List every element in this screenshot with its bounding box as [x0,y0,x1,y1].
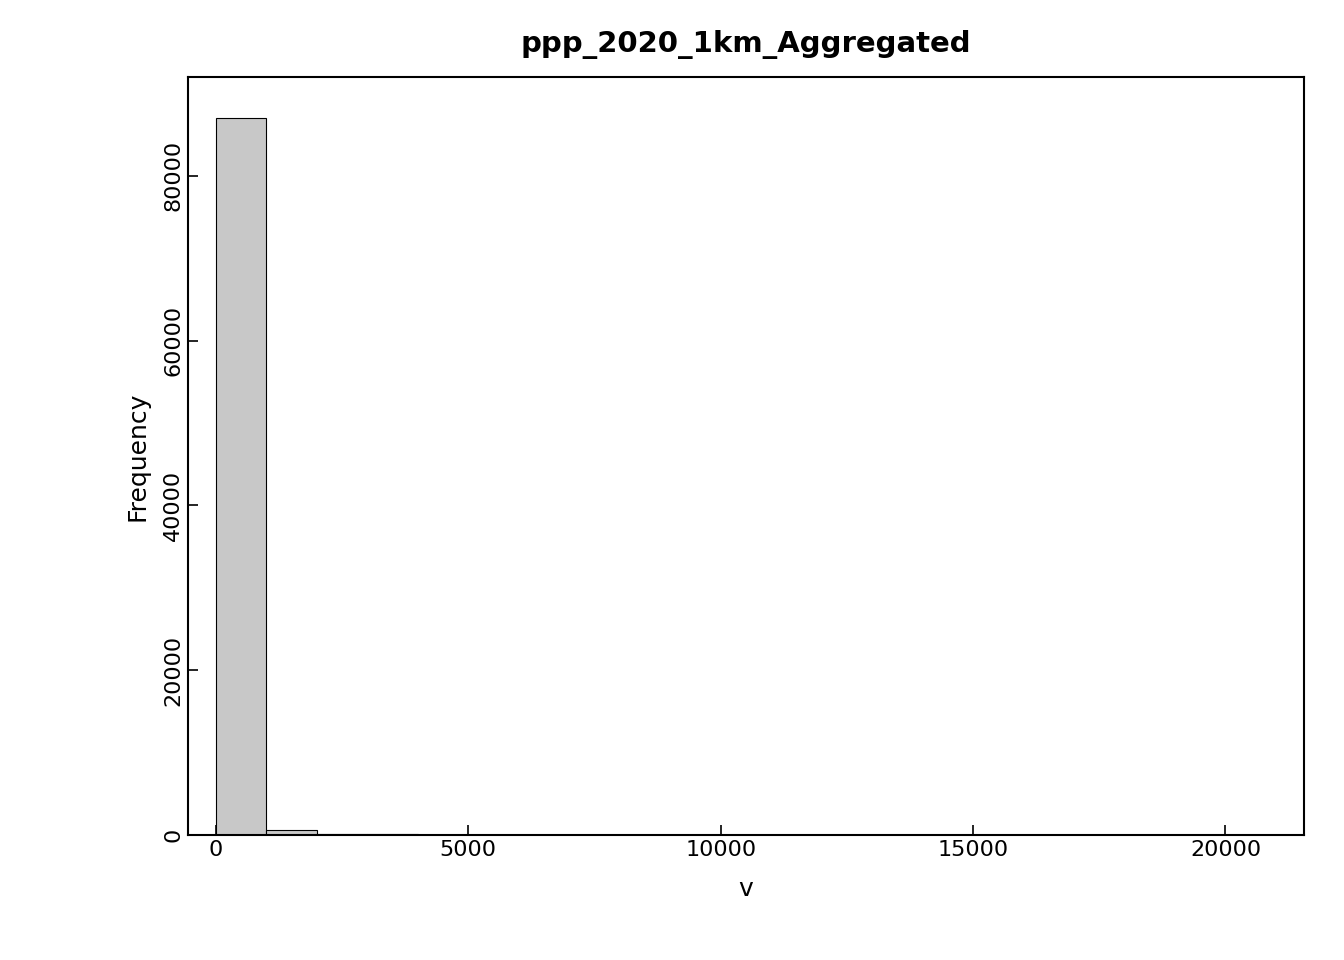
X-axis label: v: v [739,876,753,900]
Y-axis label: Frequency: Frequency [125,392,149,520]
Title: ppp_2020_1km_Aggregated: ppp_2020_1km_Aggregated [520,30,972,59]
Bar [216,118,266,835]
Bar [317,833,367,835]
Bar [266,830,317,835]
